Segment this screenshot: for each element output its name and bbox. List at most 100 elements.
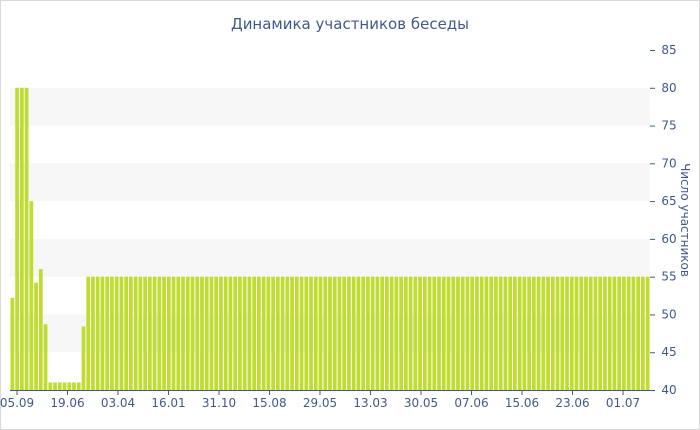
- bar: [257, 276, 261, 390]
- x-tick-label: 03.04: [101, 396, 135, 410]
- bar: [67, 382, 72, 390]
- x-tick-label: 15.08: [252, 396, 286, 410]
- bar: [72, 382, 76, 390]
- x-tick-label: 31.10: [202, 396, 236, 410]
- bar: [285, 276, 290, 390]
- bar: [636, 276, 641, 390]
- bar: [403, 276, 408, 390]
- grid-band: [10, 238, 650, 277]
- bar: [399, 276, 403, 390]
- bar: [617, 276, 622, 390]
- bar: [228, 276, 233, 390]
- bar: [294, 276, 299, 390]
- y-tick-label: 55: [661, 270, 676, 284]
- bar: [418, 276, 422, 390]
- y-tick-label: 85: [661, 43, 676, 57]
- bar: [470, 276, 475, 390]
- bar: [541, 276, 546, 390]
- x-tick-label: 16.01: [151, 396, 185, 410]
- bar: [100, 276, 105, 390]
- bar: [129, 276, 133, 390]
- bar: [181, 276, 185, 390]
- x-tick-label: 01.07: [606, 396, 640, 410]
- bar: [91, 276, 95, 390]
- bar: [508, 276, 513, 390]
- bars: [10, 87, 650, 391]
- bar: [223, 276, 228, 390]
- bar: [133, 276, 138, 390]
- y-tick-label: 60: [661, 232, 676, 246]
- bar: [313, 276, 318, 390]
- bar: [152, 276, 157, 390]
- bar: [124, 276, 129, 390]
- y-tick-label: 80: [661, 81, 676, 95]
- y-axis-ticks: 40 45 50 55 60 65 70 75 80 85: [650, 43, 677, 397]
- bar: [607, 276, 612, 390]
- bar: [337, 276, 342, 390]
- bar: [588, 276, 593, 390]
- bar: [375, 276, 380, 390]
- bar: [603, 276, 607, 390]
- bar: [574, 276, 579, 390]
- bar: [185, 276, 190, 390]
- bar: [15, 87, 19, 391]
- bar: [81, 326, 86, 390]
- x-tick-label: 05.09: [0, 396, 34, 410]
- bar: [200, 276, 204, 390]
- bar: [550, 276, 555, 390]
- bar: [342, 276, 347, 390]
- bar: [437, 276, 441, 390]
- bar: [347, 276, 351, 390]
- bar: [593, 276, 598, 390]
- bar: [584, 276, 588, 390]
- bar: [171, 276, 176, 390]
- bar: [214, 276, 219, 390]
- bar: [413, 276, 418, 390]
- bar: [441, 276, 446, 390]
- bar: [432, 276, 437, 390]
- bar: [503, 276, 508, 390]
- bar: [451, 276, 456, 390]
- bar: [233, 276, 238, 390]
- bar: [190, 276, 195, 390]
- y-tick-label: 70: [661, 156, 676, 170]
- bar: [513, 276, 517, 390]
- bar: [323, 276, 328, 390]
- bar: [536, 276, 541, 390]
- bar: [498, 276, 503, 390]
- bar: [62, 382, 67, 390]
- bar: [527, 276, 531, 390]
- bar: [114, 276, 119, 390]
- x-axis-ticks: 05.09 19.06 03.04 16.01 31.10 15.08 29.05 13.03…: [0, 390, 640, 410]
- x-tick-label: 15.06: [505, 396, 539, 410]
- bar: [494, 276, 498, 390]
- bar: [147, 276, 152, 390]
- grid-band: [10, 163, 650, 202]
- bar: [166, 276, 171, 390]
- bar: [138, 276, 143, 390]
- bar: [366, 276, 370, 390]
- y-tick-label: 50: [661, 307, 676, 321]
- bar: [351, 276, 356, 390]
- bar: [304, 276, 309, 390]
- bar: [531, 276, 536, 390]
- bar: [446, 276, 451, 390]
- bar: [517, 276, 522, 390]
- x-tick-label: 13.03: [353, 396, 387, 410]
- y-tick-label: 40: [661, 383, 676, 397]
- bar: [110, 276, 114, 390]
- bar: [271, 276, 275, 390]
- x-tick-label: 23.06: [555, 396, 589, 410]
- bar: [86, 276, 91, 390]
- bar: [53, 382, 57, 390]
- bar: [38, 269, 43, 390]
- bar: [641, 276, 645, 390]
- bar: [76, 382, 81, 390]
- bar: [555, 276, 560, 390]
- y-tick-label: 45: [661, 345, 676, 359]
- x-tick-label: 30.05: [404, 396, 438, 410]
- bar: [565, 276, 569, 390]
- bar: [10, 297, 15, 390]
- bar: [209, 276, 214, 390]
